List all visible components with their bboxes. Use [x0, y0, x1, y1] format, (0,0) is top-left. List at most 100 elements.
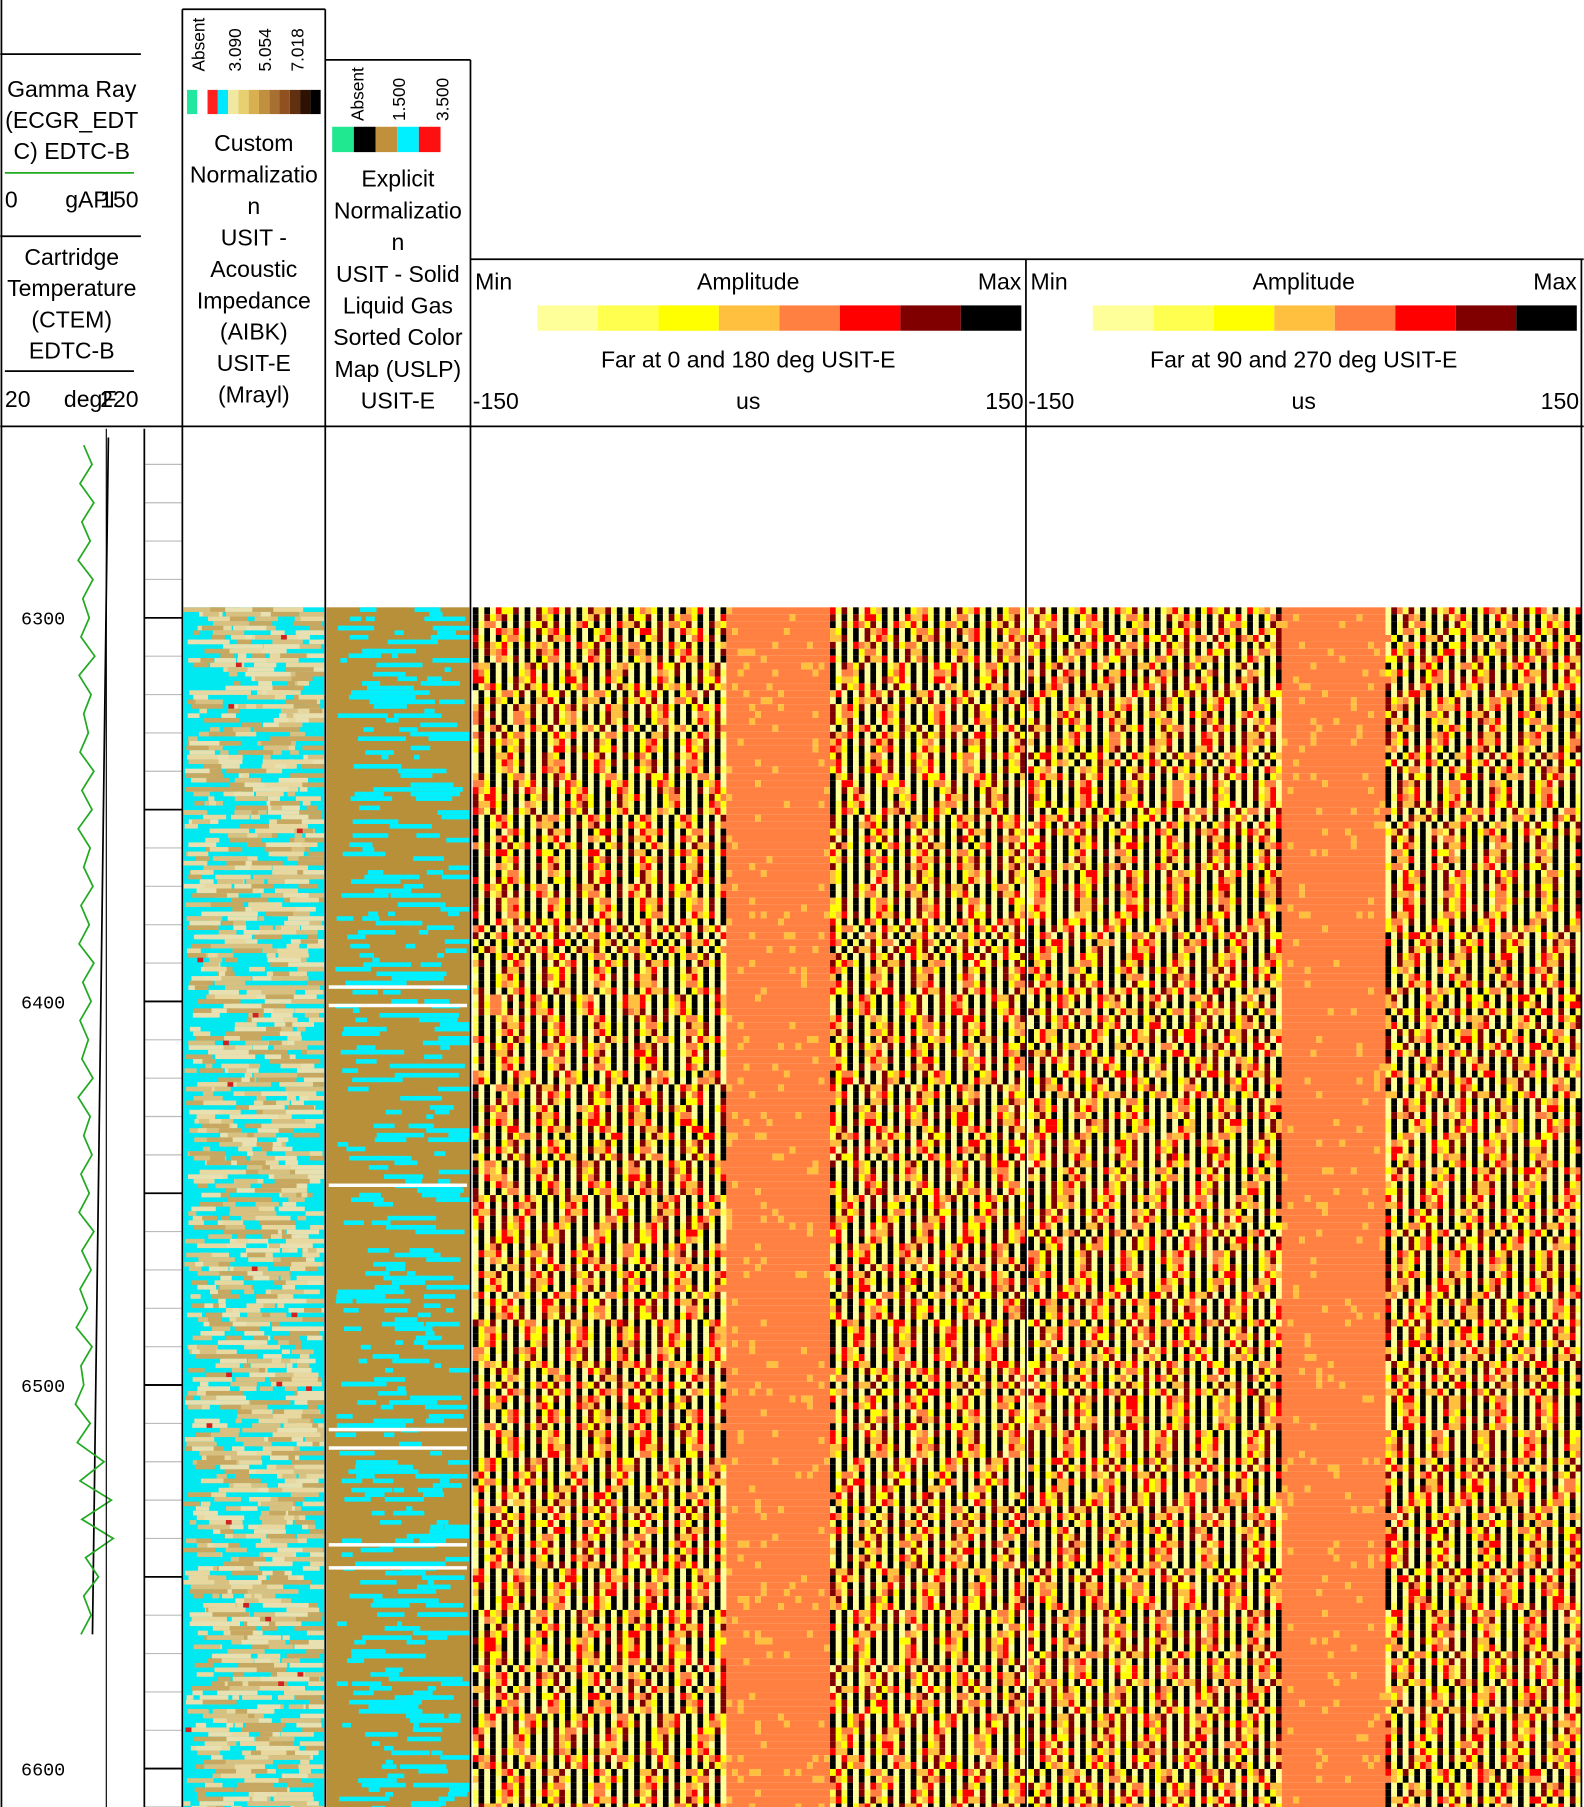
- amp-cell: [934, 614, 940, 621]
- amp-cell: [703, 753, 709, 760]
- amp-cell: [991, 739, 997, 746]
- amp-cell: [1003, 621, 1009, 628]
- amp-cell: [721, 815, 727, 822]
- aibk-cell: [221, 1774, 256, 1779]
- aibk-cell: [281, 709, 298, 714]
- amp-cell: [473, 711, 479, 718]
- amp-cell: [893, 746, 899, 753]
- amp-cell: [582, 635, 588, 642]
- amp-cell: [565, 711, 571, 718]
- amp-cell: [582, 773, 588, 780]
- amp-cell: [726, 856, 766, 863]
- amp-cell: [836, 739, 842, 746]
- amp-cell: [703, 725, 709, 732]
- amp-cell: [899, 649, 905, 656]
- amp-cell: [582, 676, 588, 683]
- amp-cell: [588, 718, 594, 725]
- amp-cell: [980, 787, 986, 794]
- aibk-cell: [307, 806, 318, 811]
- aibk-cell: [300, 787, 308, 792]
- amp-cell: [698, 635, 704, 642]
- amp-cell: [692, 815, 698, 822]
- amp-cell: [911, 836, 917, 843]
- amp-cell: [669, 766, 675, 773]
- aibk-cell: [250, 1156, 275, 1161]
- amp-cell: [703, 766, 709, 773]
- aibk-cell: [276, 1124, 316, 1129]
- aibk-cell: [244, 1345, 280, 1350]
- amp-cell: [674, 683, 680, 690]
- amp-cell: [859, 836, 865, 843]
- amp-cell: [686, 628, 692, 635]
- amp-cell: [559, 863, 565, 870]
- aibk-cell: [308, 755, 324, 760]
- aibk-cell: [307, 1400, 324, 1405]
- amp-cell: [726, 663, 743, 670]
- amp-cell: [479, 787, 485, 794]
- aibk-cell: [235, 732, 257, 737]
- amp-cell: [698, 863, 704, 870]
- uslp-cell: [350, 635, 369, 640]
- aibk-cell: [238, 1234, 246, 1239]
- amp-cell: [571, 683, 577, 690]
- aibk-cell: [288, 962, 310, 967]
- aibk-cell: [244, 1331, 264, 1336]
- amp-cell: [876, 711, 882, 718]
- amp-cell: [600, 704, 606, 711]
- uslp-cell: [369, 1165, 389, 1170]
- aibk-cell: [223, 644, 263, 649]
- amp-cell: [473, 808, 479, 815]
- amp-cell: [473, 704, 479, 711]
- aibk-cell: [284, 1691, 310, 1696]
- amp-cell: [588, 829, 594, 836]
- uslp-cell: [410, 1718, 461, 1723]
- amp-cell: [957, 849, 969, 856]
- amp-cell: [628, 628, 634, 635]
- amp-cell: [709, 670, 715, 677]
- uslp-cell: [373, 1469, 387, 1474]
- amp-cell: [836, 849, 842, 856]
- amp-cell: [623, 753, 629, 760]
- amp-cell: [496, 690, 502, 697]
- amp-cell: [709, 801, 715, 808]
- aibk-cell: [216, 1184, 251, 1189]
- amp-cell: [842, 676, 854, 683]
- amp-cell: [479, 670, 485, 677]
- amp-cell: [859, 642, 865, 649]
- amp-cell: [991, 683, 1003, 690]
- amp-cell: [663, 808, 669, 815]
- uslp-cell: [395, 630, 404, 635]
- amp-cell: [934, 787, 940, 794]
- amp-cell: [721, 711, 727, 718]
- amp-cell: [819, 663, 825, 670]
- amp-cell: [899, 829, 905, 836]
- amp-cell: [484, 753, 490, 760]
- aibk-cell: [301, 663, 324, 668]
- images: [184, 607, 1582, 1807]
- amp-cell: [1009, 739, 1015, 746]
- amp-cell: [640, 704, 646, 711]
- amp-cell: [951, 697, 957, 704]
- uslp-cell: [374, 1419, 414, 1424]
- amp-cell: [617, 773, 623, 780]
- aibk-cell: [280, 1031, 301, 1036]
- amp-cell: [830, 808, 836, 815]
- amp-cell: [680, 621, 686, 628]
- amp-cell: [865, 787, 871, 794]
- amp-cell: [519, 801, 525, 808]
- amp-cell: [940, 856, 946, 863]
- aibk-cell: [284, 1382, 322, 1387]
- amp-cell: [957, 697, 963, 704]
- amp-cell: [588, 607, 594, 614]
- amp-cell: [559, 842, 565, 849]
- aibk-cell: [233, 1322, 246, 1327]
- amp-cell: [530, 683, 536, 690]
- amp-cell: [646, 607, 652, 614]
- amp-cell: [726, 739, 738, 746]
- amp-cell: [842, 607, 848, 614]
- amp-cell: [513, 746, 519, 753]
- uslp-cell: [442, 875, 470, 880]
- amp-cell: [905, 676, 911, 683]
- uslp-cell: [395, 1340, 403, 1345]
- uslp-cell: [338, 1142, 349, 1147]
